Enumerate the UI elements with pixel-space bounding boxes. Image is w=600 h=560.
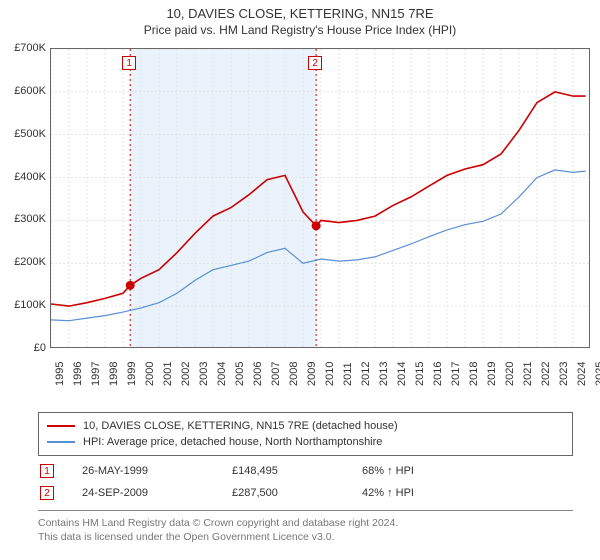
title-line2: Price paid vs. HM Land Registry's House … xyxy=(0,23,600,37)
legend-item-subject: 10, DAVIES CLOSE, KETTERING, NN15 7RE (d… xyxy=(47,418,564,434)
x-tick-label: 2002 xyxy=(180,362,192,386)
x-tick-label: 2019 xyxy=(486,362,498,386)
x-tick-label: 2001 xyxy=(162,362,174,386)
x-tick-label: 2000 xyxy=(144,362,156,386)
x-tick-label: 1998 xyxy=(108,362,120,386)
title-line1: 10, DAVIES CLOSE, KETTERING, NN15 7RE xyxy=(0,6,600,21)
sale-marker-1: 1 xyxy=(40,464,54,478)
chart-container: 10, DAVIES CLOSE, KETTERING, NN15 7RE Pr… xyxy=(0,0,600,560)
x-tick-label: 2008 xyxy=(288,362,300,386)
x-tick-label: 2003 xyxy=(198,362,210,386)
x-tick-label: 2020 xyxy=(504,362,516,386)
x-tick-label: 1996 xyxy=(72,362,84,386)
footer-line1: Contains HM Land Registry data © Crown c… xyxy=(38,517,573,531)
y-tick-label: £400K xyxy=(0,171,46,183)
legend-label-subject: 10, DAVIES CLOSE, KETTERING, NN15 7RE (d… xyxy=(83,420,398,432)
x-tick-label: 1997 xyxy=(90,362,102,386)
sale-row-1: 1 26-MAY-1999 £148,495 68% ↑ HPI xyxy=(38,460,573,482)
x-tick-label: 2014 xyxy=(396,362,408,386)
footer-line2: This data is licensed under the Open Gov… xyxy=(38,531,573,545)
y-tick-label: £200K xyxy=(0,256,46,268)
y-tick-label: £100K xyxy=(0,299,46,311)
chart-marker-1: 1 xyxy=(122,56,136,70)
x-tick-label: 2021 xyxy=(522,362,534,386)
plot-area: 12 xyxy=(50,48,590,348)
sale-price-1: £148,495 xyxy=(232,465,362,477)
x-axis-labels: 1995 1996 1997 1998 1999 2000 2001 2002 2003 2004… xyxy=(50,352,590,412)
x-tick-label: 2017 xyxy=(450,362,462,386)
x-tick-label: 2023 xyxy=(558,362,570,386)
x-tick-label: 2024 xyxy=(576,362,588,386)
x-tick-label: 2009 xyxy=(306,362,318,386)
x-tick-label: 2018 xyxy=(468,362,480,386)
legend: 10, DAVIES CLOSE, KETTERING, NN15 7RE (d… xyxy=(38,412,573,456)
title-block: 10, DAVIES CLOSE, KETTERING, NN15 7RE Pr… xyxy=(0,0,600,37)
x-tick-label: 2016 xyxy=(432,362,444,386)
x-tick-label: 1995 xyxy=(54,362,66,386)
x-tick-label: 2012 xyxy=(360,362,372,386)
sale-row-2: 2 24-SEP-2009 £287,500 42% ↑ HPI xyxy=(38,482,573,504)
legend-swatch-hpi xyxy=(47,441,75,443)
sale-price-2: £287,500 xyxy=(232,487,362,499)
legend-swatch-subject xyxy=(47,425,75,427)
y-tick-label: £300K xyxy=(0,213,46,225)
y-tick-label: £700K xyxy=(0,42,46,54)
chart-marker-2: 2 xyxy=(308,56,322,70)
x-tick-label: 1999 xyxy=(126,362,138,386)
sale-date-1: 26-MAY-1999 xyxy=(82,465,232,477)
x-tick-label: 2022 xyxy=(540,362,552,386)
x-tick-label: 2015 xyxy=(414,362,426,386)
footer: Contains HM Land Registry data © Crown c… xyxy=(38,510,573,544)
x-tick-label: 2006 xyxy=(252,362,264,386)
x-tick-label: 2010 xyxy=(324,362,336,386)
x-tick-label: 2025 xyxy=(594,362,600,386)
sale-pct-1: 68% ↑ HPI xyxy=(362,465,482,477)
plot-svg xyxy=(50,48,590,348)
sale-date-2: 24-SEP-2009 xyxy=(82,487,232,499)
x-tick-label: 2005 xyxy=(234,362,246,386)
sales-table: 1 26-MAY-1999 £148,495 68% ↑ HPI 2 24-SE… xyxy=(38,460,573,504)
y-tick-label: £500K xyxy=(0,128,46,140)
x-tick-label: 2007 xyxy=(270,362,282,386)
x-tick-label: 2011 xyxy=(342,362,354,386)
sale-pct-2: 42% ↑ HPI xyxy=(362,487,482,499)
sale-marker-2: 2 xyxy=(40,486,54,500)
x-tick-label: 2004 xyxy=(216,362,228,386)
y-tick-label: £0 xyxy=(0,342,46,354)
x-tick-label: 2013 xyxy=(378,362,390,386)
legend-item-hpi: HPI: Average price, detached house, Nort… xyxy=(47,434,564,450)
y-tick-label: £600K xyxy=(0,85,46,97)
legend-label-hpi: HPI: Average price, detached house, Nort… xyxy=(83,436,382,448)
